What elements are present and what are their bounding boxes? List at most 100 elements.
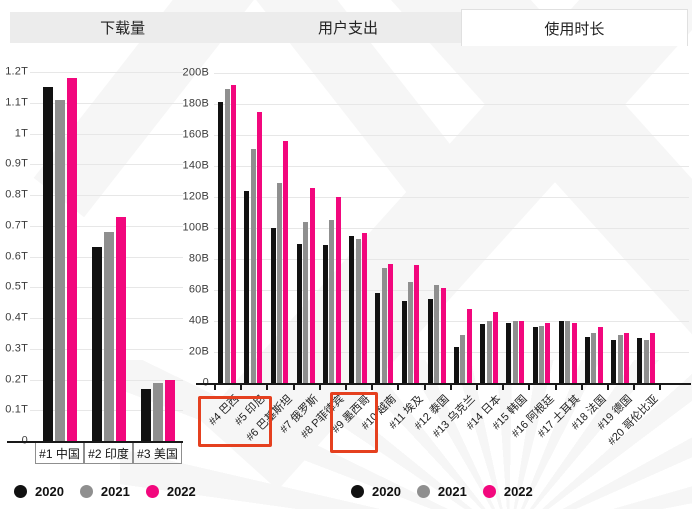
y-axis-label: 0.2T (5, 372, 28, 385)
axis-tick (528, 385, 531, 390)
bar-2020 (558, 321, 564, 383)
legend-item: 2021 (416, 484, 467, 499)
axis-tick (345, 385, 347, 390)
bar-2020 (296, 243, 302, 383)
axis-tick (318, 385, 321, 390)
legend-label: 2022 (166, 484, 196, 499)
bar-2022 (414, 265, 420, 383)
y-axis-label: 160B (182, 128, 209, 141)
legend-left-chart: 2020 2021 2022 (14, 484, 196, 499)
bar-2021 (617, 334, 623, 383)
y-axis-label: 200B (182, 66, 209, 79)
x-axis-line (7, 441, 183, 443)
y-axis-label: 0.5T (5, 280, 28, 293)
bar-2020 (91, 247, 102, 441)
bar-2020 (322, 245, 329, 383)
bar-2021 (250, 148, 256, 383)
y-axis-label: 60B (188, 283, 209, 296)
bar-2020 (375, 293, 381, 383)
bar-2022 (597, 327, 603, 383)
bar-2020 (349, 235, 355, 383)
bar-2020 (244, 190, 250, 383)
bar-2022 (230, 85, 237, 383)
axis-tick (449, 385, 452, 390)
bar-2022 (440, 288, 446, 383)
bar-2021 (434, 285, 440, 383)
tab-downloads[interactable]: 下载量 (100, 20, 146, 37)
legend-label: 2021 (100, 484, 130, 499)
gridline (214, 197, 689, 198)
gridline (214, 321, 689, 322)
bar-2020 (218, 102, 224, 383)
legend-item: 2020 (14, 484, 64, 499)
y-axis-label: 80B (188, 252, 209, 265)
legend-swatch-2022 (482, 485, 496, 498)
bar-2021 (303, 221, 309, 383)
bar-2022 (545, 322, 551, 383)
bar-2020 (453, 347, 460, 383)
legend-swatch-2021 (79, 485, 93, 498)
legend-label: 2020 (372, 484, 401, 499)
bar-2020 (480, 324, 486, 383)
tab-user-spend[interactable]: 用户支出 (317, 20, 378, 37)
y-axis-label: 0.3T (5, 342, 28, 355)
axis-tick (607, 385, 609, 390)
legend-swatch-2022 (145, 485, 159, 498)
gridline (30, 72, 183, 73)
axis-tick (214, 385, 216, 390)
bar-2021 (538, 325, 545, 383)
bar-2020 (270, 228, 276, 383)
axis-tick (240, 385, 243, 390)
y-axis-label: 0.1T (5, 403, 28, 416)
bar-2020 (42, 87, 53, 441)
bar-2022 (492, 311, 499, 383)
legend-item: 2022 (145, 484, 196, 499)
bar-2020 (532, 327, 538, 383)
tab-usage-time[interactable]: 使用时长 (460, 9, 688, 46)
bar-2022 (257, 111, 263, 383)
bar-2021 (565, 321, 571, 383)
gridline (30, 133, 183, 135)
axis-tick (371, 385, 374, 390)
legend-right-chart: 2020 2021 2022 (351, 484, 533, 499)
bar-2022 (361, 232, 368, 383)
axis-tick (397, 385, 400, 390)
bar-2020 (140, 388, 151, 441)
legend-label: 2020 (35, 484, 64, 499)
y-axis-label: 1.2T (5, 65, 28, 78)
y-axis-label: 100B (182, 221, 209, 234)
bar-2021 (512, 321, 518, 383)
bar-2022 (650, 333, 656, 383)
bar-2022 (66, 78, 77, 441)
gridline (214, 228, 689, 229)
bar-2021 (54, 99, 65, 441)
gridline (30, 164, 183, 166)
gridline (214, 104, 689, 105)
legend-item: 2022 (482, 484, 533, 499)
legend-item: 2020 (351, 484, 401, 499)
legend-label: 2022 (503, 484, 533, 499)
bar-2021 (103, 231, 114, 441)
tab-bar: 下载量 用户支出 使用时长 (10, 9, 688, 46)
legend-label: 2021 (437, 484, 467, 499)
bar-2021 (381, 268, 387, 383)
legend-item: 2021 (79, 484, 130, 499)
bar-2021 (355, 238, 361, 383)
category-cell: #3 美国 (133, 443, 182, 464)
bar-2020 (506, 322, 512, 383)
axis-tick (476, 385, 478, 390)
bar-2021 (224, 88, 230, 383)
axis-tick (659, 385, 662, 390)
x-axis-line (196, 383, 691, 385)
bar-2021 (407, 282, 414, 383)
y-axis-label: 1.1T (5, 96, 28, 109)
axis-tick (554, 385, 557, 390)
bar-2022 (335, 197, 341, 383)
axis-tick (266, 385, 269, 390)
y-axis-label: 180B (182, 97, 209, 110)
axis-tick (633, 385, 636, 390)
bar-2021 (460, 334, 466, 383)
bar-2022 (623, 333, 630, 383)
